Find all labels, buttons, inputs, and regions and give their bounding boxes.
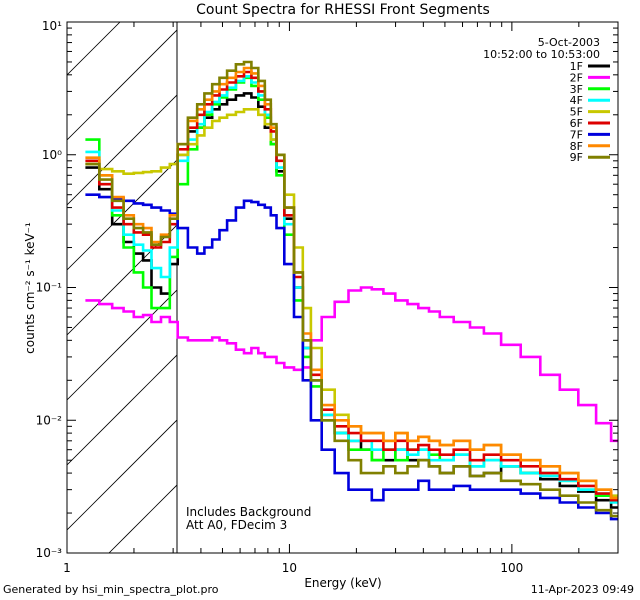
hatch-line	[67, 419, 177, 531]
legend-label-1f: 1F	[570, 60, 583, 73]
series-line-5f	[85, 108, 618, 497]
legend-label-8f: 8F	[570, 140, 583, 153]
y-axis-label: counts cm⁻² s⁻¹ keV⁻¹	[23, 222, 37, 354]
legend-label-9f: 9F	[570, 151, 583, 164]
legend-label-2f: 2F	[570, 71, 583, 84]
annotation-attenuator: Att A0, FDecim 3	[186, 518, 287, 532]
date-label: 5-Oct-2003	[538, 36, 600, 49]
generated-by-footer: Generated by hsi_min_spectra_plot.pro	[3, 583, 219, 596]
threshold-hatch-region	[67, 22, 177, 553]
hatch-line	[67, 94, 177, 206]
chart-title: Count Spectra for RHESSI Front Segments	[196, 2, 490, 18]
hatch-line	[67, 289, 177, 401]
x-tick-label: 1	[63, 561, 71, 575]
legend-label-4f: 4F	[570, 94, 583, 107]
annotation-background: Includes Background	[186, 505, 311, 519]
series-line-7f	[85, 193, 618, 521]
legend-label-5f: 5F	[570, 106, 583, 119]
hatch-line	[67, 354, 177, 466]
y-tick-label: 10⁰	[42, 148, 62, 162]
series-line-6f	[85, 70, 618, 502]
series-line-2f	[85, 286, 618, 443]
legend-label-6f: 6F	[570, 117, 583, 130]
legend-label-7f: 7F	[570, 128, 583, 141]
y-tick-label: 10¹	[42, 19, 62, 33]
x-tick-label: 100	[500, 561, 523, 575]
x-axis-label: Energy (keV)	[304, 576, 381, 590]
x-tick-label: 10	[282, 561, 297, 575]
series-line-9f	[85, 60, 618, 518]
hatch-line	[67, 29, 177, 141]
y-tick-label: 10⁻¹	[36, 281, 63, 295]
hatch-line	[108, 484, 177, 553]
legend-label-3f: 3F	[570, 83, 583, 96]
timestamp-footer: 11-Apr-2023 09:49	[530, 583, 634, 596]
hatch-line	[67, 159, 177, 271]
y-tick-label: 10⁻³	[36, 546, 63, 560]
time-range-label: 10:52:00 to 10:53:00	[483, 48, 600, 61]
y-tick-label: 10⁻²	[36, 413, 63, 427]
series-line-3f	[85, 76, 618, 502]
